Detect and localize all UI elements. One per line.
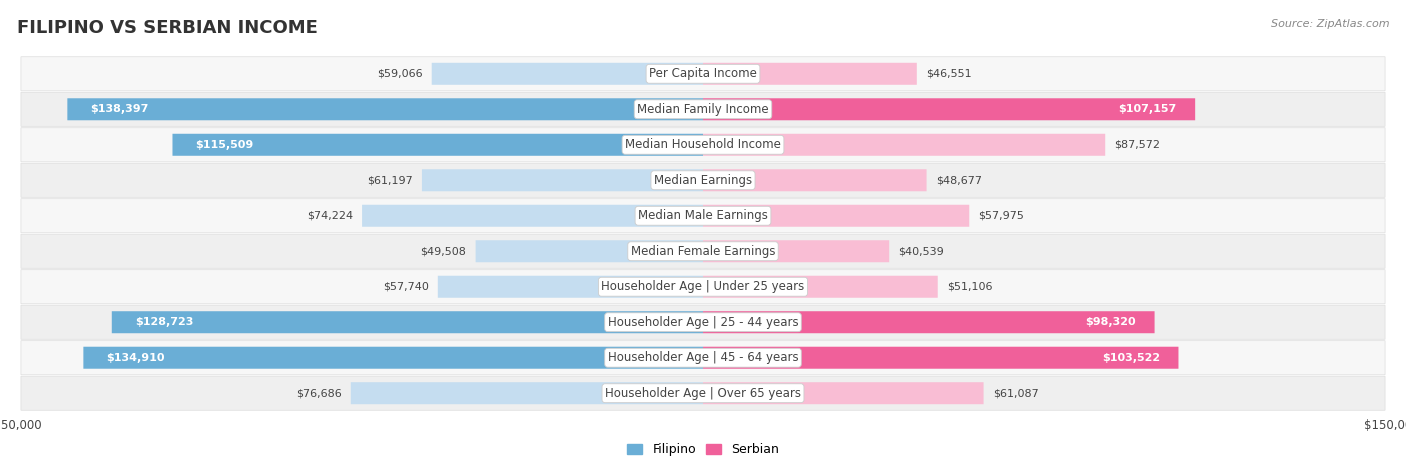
FancyBboxPatch shape <box>363 205 703 227</box>
FancyBboxPatch shape <box>703 134 1105 156</box>
Text: $57,740: $57,740 <box>382 282 429 292</box>
Text: $76,686: $76,686 <box>295 388 342 398</box>
FancyBboxPatch shape <box>350 382 703 404</box>
Text: $59,066: $59,066 <box>377 69 423 79</box>
FancyBboxPatch shape <box>703 63 917 85</box>
Text: $138,397: $138,397 <box>90 104 149 114</box>
Text: $49,508: $49,508 <box>420 246 467 256</box>
Legend: Filipino, Serbian: Filipino, Serbian <box>623 439 783 461</box>
Text: $107,157: $107,157 <box>1119 104 1177 114</box>
FancyBboxPatch shape <box>21 163 1385 197</box>
Text: $87,572: $87,572 <box>1115 140 1160 150</box>
Text: $103,522: $103,522 <box>1102 353 1160 363</box>
Text: Median Earnings: Median Earnings <box>654 174 752 187</box>
Text: $61,197: $61,197 <box>367 175 413 185</box>
FancyBboxPatch shape <box>703 276 938 298</box>
FancyBboxPatch shape <box>67 98 703 120</box>
FancyBboxPatch shape <box>703 98 1195 120</box>
Text: FILIPINO VS SERBIAN INCOME: FILIPINO VS SERBIAN INCOME <box>17 19 318 37</box>
FancyBboxPatch shape <box>475 240 703 262</box>
FancyBboxPatch shape <box>21 92 1385 126</box>
Text: $48,677: $48,677 <box>936 175 981 185</box>
Text: $128,723: $128,723 <box>135 317 193 327</box>
FancyBboxPatch shape <box>422 169 703 191</box>
FancyBboxPatch shape <box>173 134 703 156</box>
FancyBboxPatch shape <box>703 311 1154 333</box>
Text: Median Family Income: Median Family Income <box>637 103 769 116</box>
Text: $57,975: $57,975 <box>979 211 1025 221</box>
FancyBboxPatch shape <box>437 276 703 298</box>
Text: Source: ZipAtlas.com: Source: ZipAtlas.com <box>1271 19 1389 28</box>
FancyBboxPatch shape <box>703 240 889 262</box>
FancyBboxPatch shape <box>703 205 969 227</box>
Text: Per Capita Income: Per Capita Income <box>650 67 756 80</box>
Text: $115,509: $115,509 <box>195 140 253 150</box>
FancyBboxPatch shape <box>703 382 984 404</box>
Text: $134,910: $134,910 <box>107 353 165 363</box>
FancyBboxPatch shape <box>21 376 1385 410</box>
FancyBboxPatch shape <box>703 169 927 191</box>
FancyBboxPatch shape <box>83 347 703 369</box>
FancyBboxPatch shape <box>432 63 703 85</box>
Text: $61,087: $61,087 <box>993 388 1039 398</box>
Text: $74,224: $74,224 <box>307 211 353 221</box>
Text: Median Male Earnings: Median Male Earnings <box>638 209 768 222</box>
Text: Householder Age | Under 25 years: Householder Age | Under 25 years <box>602 280 804 293</box>
FancyBboxPatch shape <box>21 270 1385 304</box>
FancyBboxPatch shape <box>21 341 1385 375</box>
Text: Median Female Earnings: Median Female Earnings <box>631 245 775 258</box>
Text: $98,320: $98,320 <box>1085 317 1136 327</box>
FancyBboxPatch shape <box>21 305 1385 339</box>
FancyBboxPatch shape <box>21 199 1385 233</box>
FancyBboxPatch shape <box>703 347 1178 369</box>
Text: $51,106: $51,106 <box>946 282 993 292</box>
FancyBboxPatch shape <box>21 234 1385 268</box>
Text: Householder Age | 45 - 64 years: Householder Age | 45 - 64 years <box>607 351 799 364</box>
FancyBboxPatch shape <box>21 57 1385 91</box>
FancyBboxPatch shape <box>112 311 703 333</box>
Text: Householder Age | Over 65 years: Householder Age | Over 65 years <box>605 387 801 400</box>
Text: Householder Age | 25 - 44 years: Householder Age | 25 - 44 years <box>607 316 799 329</box>
Text: Median Household Income: Median Household Income <box>626 138 780 151</box>
Text: $40,539: $40,539 <box>898 246 943 256</box>
FancyBboxPatch shape <box>21 128 1385 162</box>
Text: $46,551: $46,551 <box>927 69 972 79</box>
